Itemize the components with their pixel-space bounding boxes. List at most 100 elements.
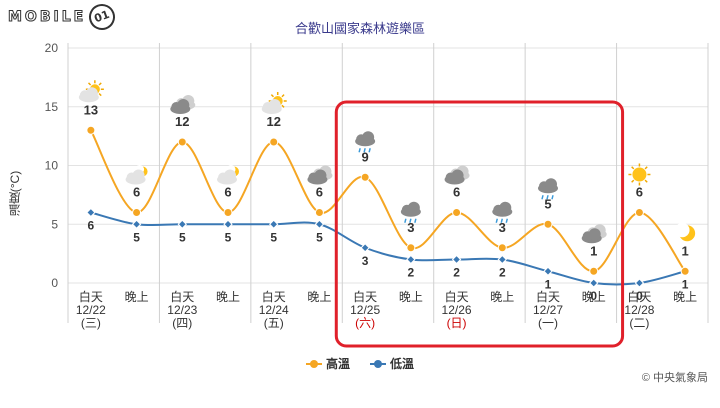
raindrop	[404, 218, 407, 223]
data-point-low	[86, 207, 96, 218]
x-weekday-label: (一)	[538, 316, 558, 330]
data-point-low	[589, 278, 599, 288]
moon-cloud-icon	[125, 165, 148, 185]
cloudy-icon	[170, 95, 196, 114]
data-label-low: 5	[179, 230, 186, 244]
data-label-high: 13	[84, 102, 98, 117]
y-tick-label: 10	[45, 159, 59, 173]
legend-item-low[interactable]: 低溫	[370, 355, 414, 372]
sun-ray	[270, 94, 275, 98]
x-period-label: 白天	[79, 289, 103, 304]
data-label-low: 0	[636, 289, 643, 303]
cloud-shape	[407, 201, 420, 214]
data-label-low: 2	[499, 266, 506, 280]
data-point-high	[132, 208, 142, 217]
x-weekday-label: (日)	[447, 316, 467, 330]
data-label-high: 1	[682, 243, 689, 258]
sun-cloud-icon	[78, 80, 104, 103]
data-point-high	[86, 125, 96, 135]
data-label-high: 6	[133, 185, 140, 200]
raindrop	[541, 195, 544, 200]
cloud-shape	[85, 87, 98, 100]
rain-icon	[538, 178, 558, 200]
x-period-label: 白天	[353, 289, 377, 304]
x-period-label: 白天	[627, 289, 651, 304]
data-label-low: 5	[225, 230, 232, 244]
x-date-label: 12/27	[533, 303, 563, 317]
data-point-high	[680, 266, 690, 276]
x-period-label: 晚上	[125, 290, 149, 304]
y-axis-title: 溫度(°C)	[8, 171, 22, 219]
legend-label-high: 高溫	[325, 357, 350, 371]
sun-ray	[644, 179, 648, 183]
raindrop	[495, 218, 499, 223]
x-period-label: 晚上	[490, 290, 514, 304]
data-point-high	[269, 137, 279, 147]
data-label-high: 12	[175, 114, 189, 129]
data-point-low	[451, 254, 462, 265]
data-point-high	[543, 219, 553, 229]
data-point-high	[360, 172, 370, 182]
cloudy-icon	[444, 165, 470, 185]
raindrop	[505, 218, 509, 223]
x-weekday-label: (六)	[355, 316, 375, 330]
y-tick-label: 20	[45, 41, 59, 55]
sun-ray	[98, 82, 102, 86]
x-period-label: 晚上	[216, 290, 240, 304]
data-label-high: 1	[590, 243, 597, 258]
x-date-label: 12/25	[350, 303, 380, 317]
data-point-low	[223, 219, 233, 229]
data-point-high	[589, 266, 599, 276]
sun-disc	[632, 167, 647, 182]
data-point-low	[360, 243, 370, 253]
moon-cloud-icon	[217, 165, 239, 185]
y-tick-label: 15	[45, 100, 59, 114]
data-label-low: 6	[88, 219, 95, 233]
rain-icon	[355, 131, 376, 153]
cloudy-icon	[307, 165, 333, 185]
data-label-high: 5	[544, 196, 551, 211]
sun-ray	[87, 82, 92, 86]
data-label-high: 6	[636, 185, 643, 200]
data-label-high: 12	[266, 114, 280, 129]
data-point-low	[314, 219, 325, 229]
cloudy-icon	[581, 224, 607, 244]
moon-shadow	[675, 222, 690, 238]
data-point-high	[452, 208, 462, 217]
legend-swatch-low	[370, 359, 386, 368]
raindrop	[500, 218, 504, 223]
x-date-label: 12/28	[624, 303, 654, 317]
x-period-label: 白天	[536, 289, 560, 304]
x-date-label: 12/23	[167, 303, 197, 317]
x-weekday-label: (五)	[264, 316, 284, 330]
data-label-high: 6	[316, 185, 323, 200]
rain-icon	[492, 201, 513, 223]
sun-ray	[644, 166, 648, 170]
data-point-low	[543, 266, 553, 276]
data-point-low	[634, 278, 645, 288]
data-label-high: 9	[362, 149, 369, 164]
legend-item-high[interactable]: 高溫	[305, 355, 350, 372]
raindrop	[358, 148, 361, 153]
cloud-shape	[499, 201, 512, 214]
data-label-low: 5	[270, 230, 277, 244]
cloud-shape	[314, 169, 327, 182]
cloud-shape	[177, 99, 190, 111]
x-weekday-label: (二)	[629, 316, 649, 330]
chart-title: 合歡山國家森林遊樂區	[294, 21, 425, 36]
data-label-low: 2	[408, 266, 415, 280]
raindrop	[363, 148, 366, 153]
data-label-high: 3	[499, 220, 506, 235]
cloud-shape	[362, 131, 375, 144]
data-point-high	[406, 243, 416, 253]
rain-icon	[400, 201, 421, 223]
data-label-low: 5	[133, 230, 140, 244]
data-point-low	[177, 219, 187, 229]
sun-cloud-icon	[261, 92, 287, 114]
x-period-label: 白天	[262, 289, 286, 304]
data-point-high	[314, 208, 324, 217]
sun-ray	[281, 94, 285, 98]
data-point-high	[634, 208, 644, 217]
sun-ray	[281, 104, 285, 108]
